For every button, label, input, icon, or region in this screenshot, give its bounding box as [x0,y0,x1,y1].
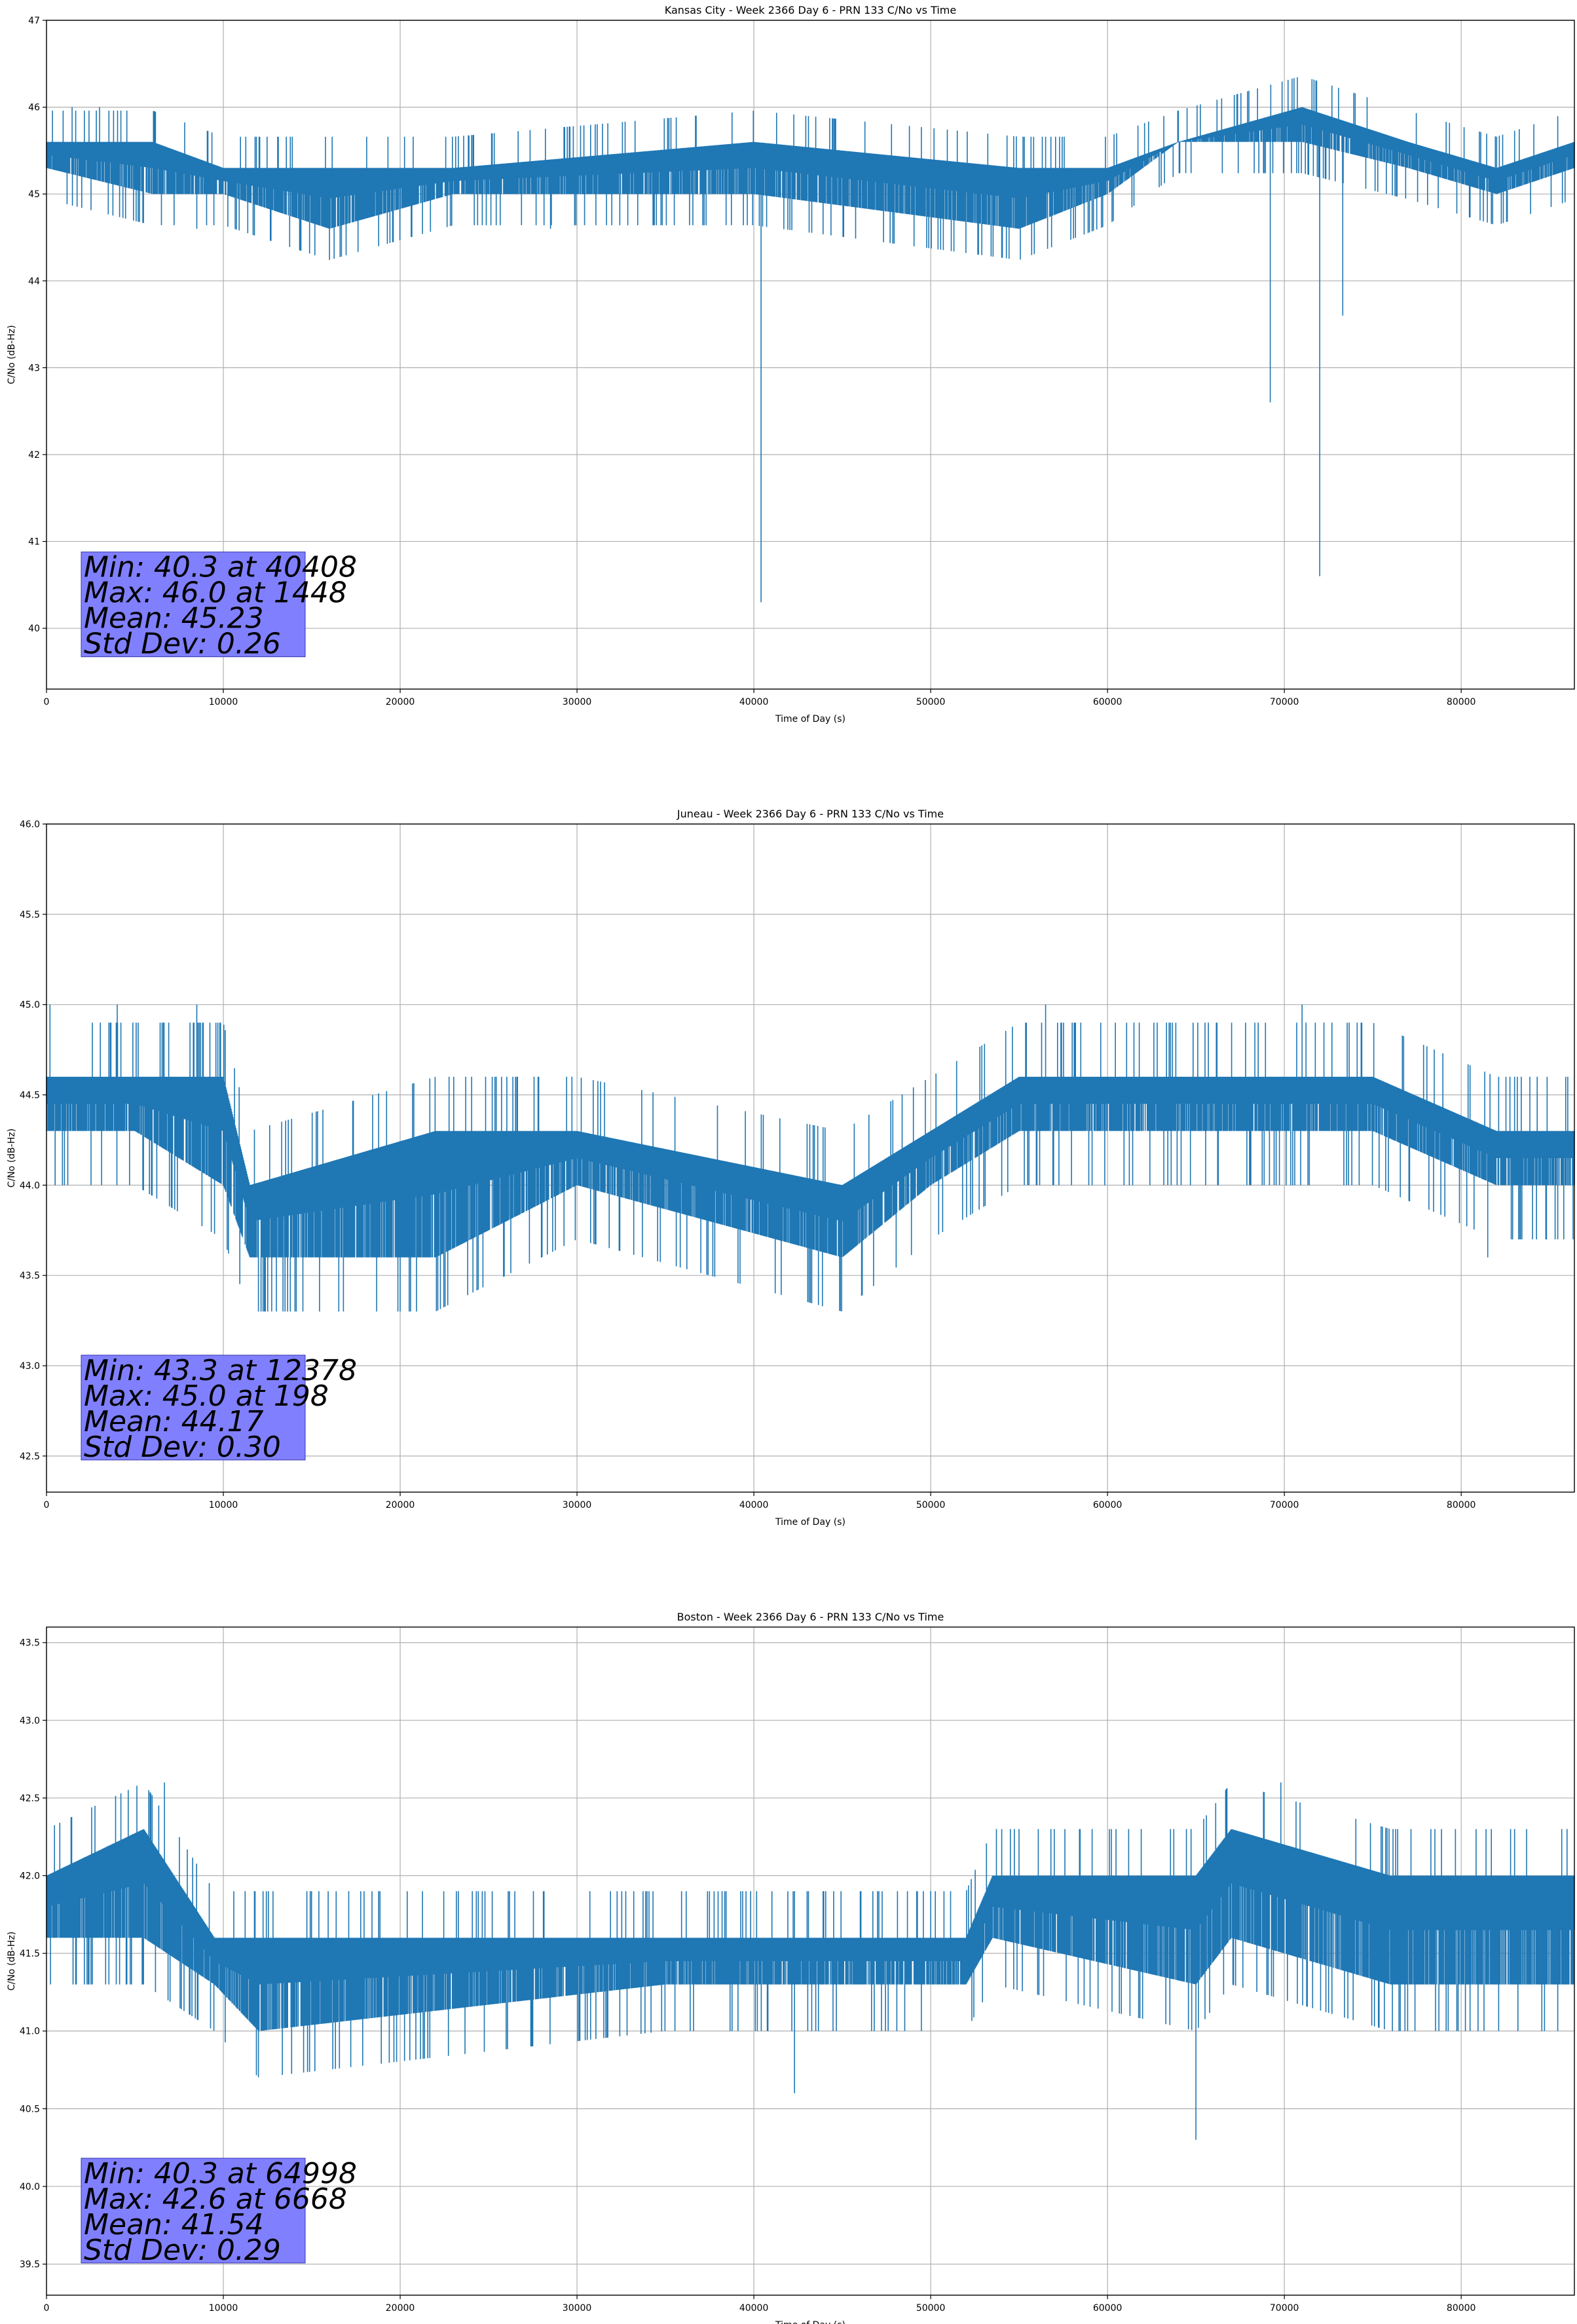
x-tick-label: 80000 [1447,1500,1476,1510]
stats-line: Max: 46.0 at 1448 [84,576,347,610]
chart-boston: 0 10000 20000 30000 40000 50000 60000 70000 8000… [7,1611,1575,2324]
x-tick-label: 50000 [916,697,946,707]
series-line [46,77,1575,603]
stats-line: Std Dev: 0.26 [84,628,281,661]
x-tick-label: 60000 [1093,1500,1122,1510]
y-tick-label: 43 [28,363,40,373]
x-axis-label: Time of Day (s) [775,1517,845,1527]
y-tick-label: 46 [28,103,40,113]
y-tick-label: 41 [28,537,40,548]
y-tick-label: 42.0 [20,1871,40,1882]
y-tick-label: 47 [28,16,40,26]
stats-line: Std Dev: 0.30 [84,1431,281,1464]
y-tick-label: 41.5 [20,1949,40,1959]
stats-box [81,1355,306,1461]
x-tick-label: 20000 [386,2303,415,2314]
x-tick-label: 40000 [739,697,769,707]
y-tick-label: 42.5 [20,1793,40,1804]
plot-frame [46,823,1575,1493]
stats-line: Max: 42.6 at 6668 [84,2183,347,2216]
x-tick-label: 30000 [563,1500,592,1510]
chart-title: Boston - Week 2366 Day 6 - PRN 133 C/No … [677,1611,944,1623]
x-tick-label: 0 [44,1500,50,1510]
x-axis-label: Time of Day (s) [775,714,845,724]
y-tick-label: 42 [28,450,40,460]
y-axis-label: C/No (dB-Hz) [7,1932,17,1991]
x-tick-label: 10000 [209,1500,238,1510]
x-tick-label: 50000 [916,1500,946,1510]
y-tick-label: 45.0 [20,1000,40,1011]
y-tick-label: 40.5 [20,2104,40,2114]
y-tick-label: 42.5 [20,1452,40,1462]
stats-box [81,552,306,658]
x-tick-label: 20000 [386,1500,415,1510]
y-tick-label: 40 [28,624,40,634]
series-line [46,1004,1575,1312]
x-tick-label: 30000 [563,697,592,707]
x-tick-label: 20000 [386,697,415,707]
y-axis-label: C/No (dB-Hz) [7,1129,17,1188]
y-tick-label: 44 [28,276,40,287]
chart-title: Juneau - Week 2366 Day 6 - PRN 133 C/No … [677,808,944,820]
x-tick-label: 80000 [1447,697,1476,707]
plot-frame [46,20,1575,690]
y-tick-label: 43.0 [20,1715,40,1726]
series-line [46,1782,1575,2140]
y-tick-label: 44.0 [20,1180,40,1191]
x-tick-label: 70000 [1270,2303,1299,2314]
x-tick-label: 0 [44,697,50,707]
y-tick-label: 43.5 [20,1638,40,1649]
x-tick-label: 80000 [1447,2303,1476,2314]
x-tick-label: 40000 [739,1500,769,1510]
chart-title: Kansas City - Week 2366 Day 6 - PRN 133 … [665,4,956,16]
y-tick-label: 46.0 [20,819,40,830]
x-tick-label: 70000 [1270,1500,1299,1510]
x-tick-label: 50000 [916,2303,946,2314]
stats-line: Mean: 45.23 [84,602,264,635]
stats-line: Mean: 44.17 [84,1405,264,1438]
y-tick-label: 45.5 [20,910,40,920]
x-tick-label: 10000 [209,697,238,707]
chart-kansas-city: 0 10000 20000 30000 40000 50000 60000 70000 8000… [7,4,1575,724]
stats-box [81,2158,306,2264]
stats-line: Std Dev: 0.29 [84,2234,281,2267]
y-tick-label: 44.5 [20,1091,40,1101]
x-axis-label: Time of Day (s) [775,2320,845,2324]
x-tick-label: 0 [44,2303,50,2314]
stats-line: Max: 45.0 at 198 [84,1379,329,1413]
y-tick-label: 45 [28,189,40,200]
y-tick-label: 41.0 [20,2027,40,2037]
y-tick-label: 39.5 [20,2260,40,2270]
y-axis-label: C/No (dB-Hz) [7,325,17,384]
x-tick-label: 30000 [563,2303,592,2314]
y-tick-label: 43.0 [20,1361,40,1372]
y-tick-label: 40.0 [20,2182,40,2192]
stats-line: Min: 40.3 at 40408 [84,551,357,584]
chart-juneau: 0 10000 20000 30000 40000 50000 60000 70000 8000… [7,808,1575,1527]
x-tick-label: 40000 [739,2303,769,2314]
y-tick-label: 43.5 [20,1271,40,1281]
plot-frame [46,1626,1575,2296]
stats-line: Mean: 41.54 [84,2208,264,2241]
x-tick-label: 60000 [1093,697,1122,707]
x-tick-label: 60000 [1093,2303,1122,2314]
x-tick-label: 10000 [209,2303,238,2314]
x-tick-label: 70000 [1270,697,1299,707]
stats-line: Min: 40.3 at 64998 [84,2157,357,2190]
stats-line: Min: 43.3 at 12378 [84,1354,357,1387]
